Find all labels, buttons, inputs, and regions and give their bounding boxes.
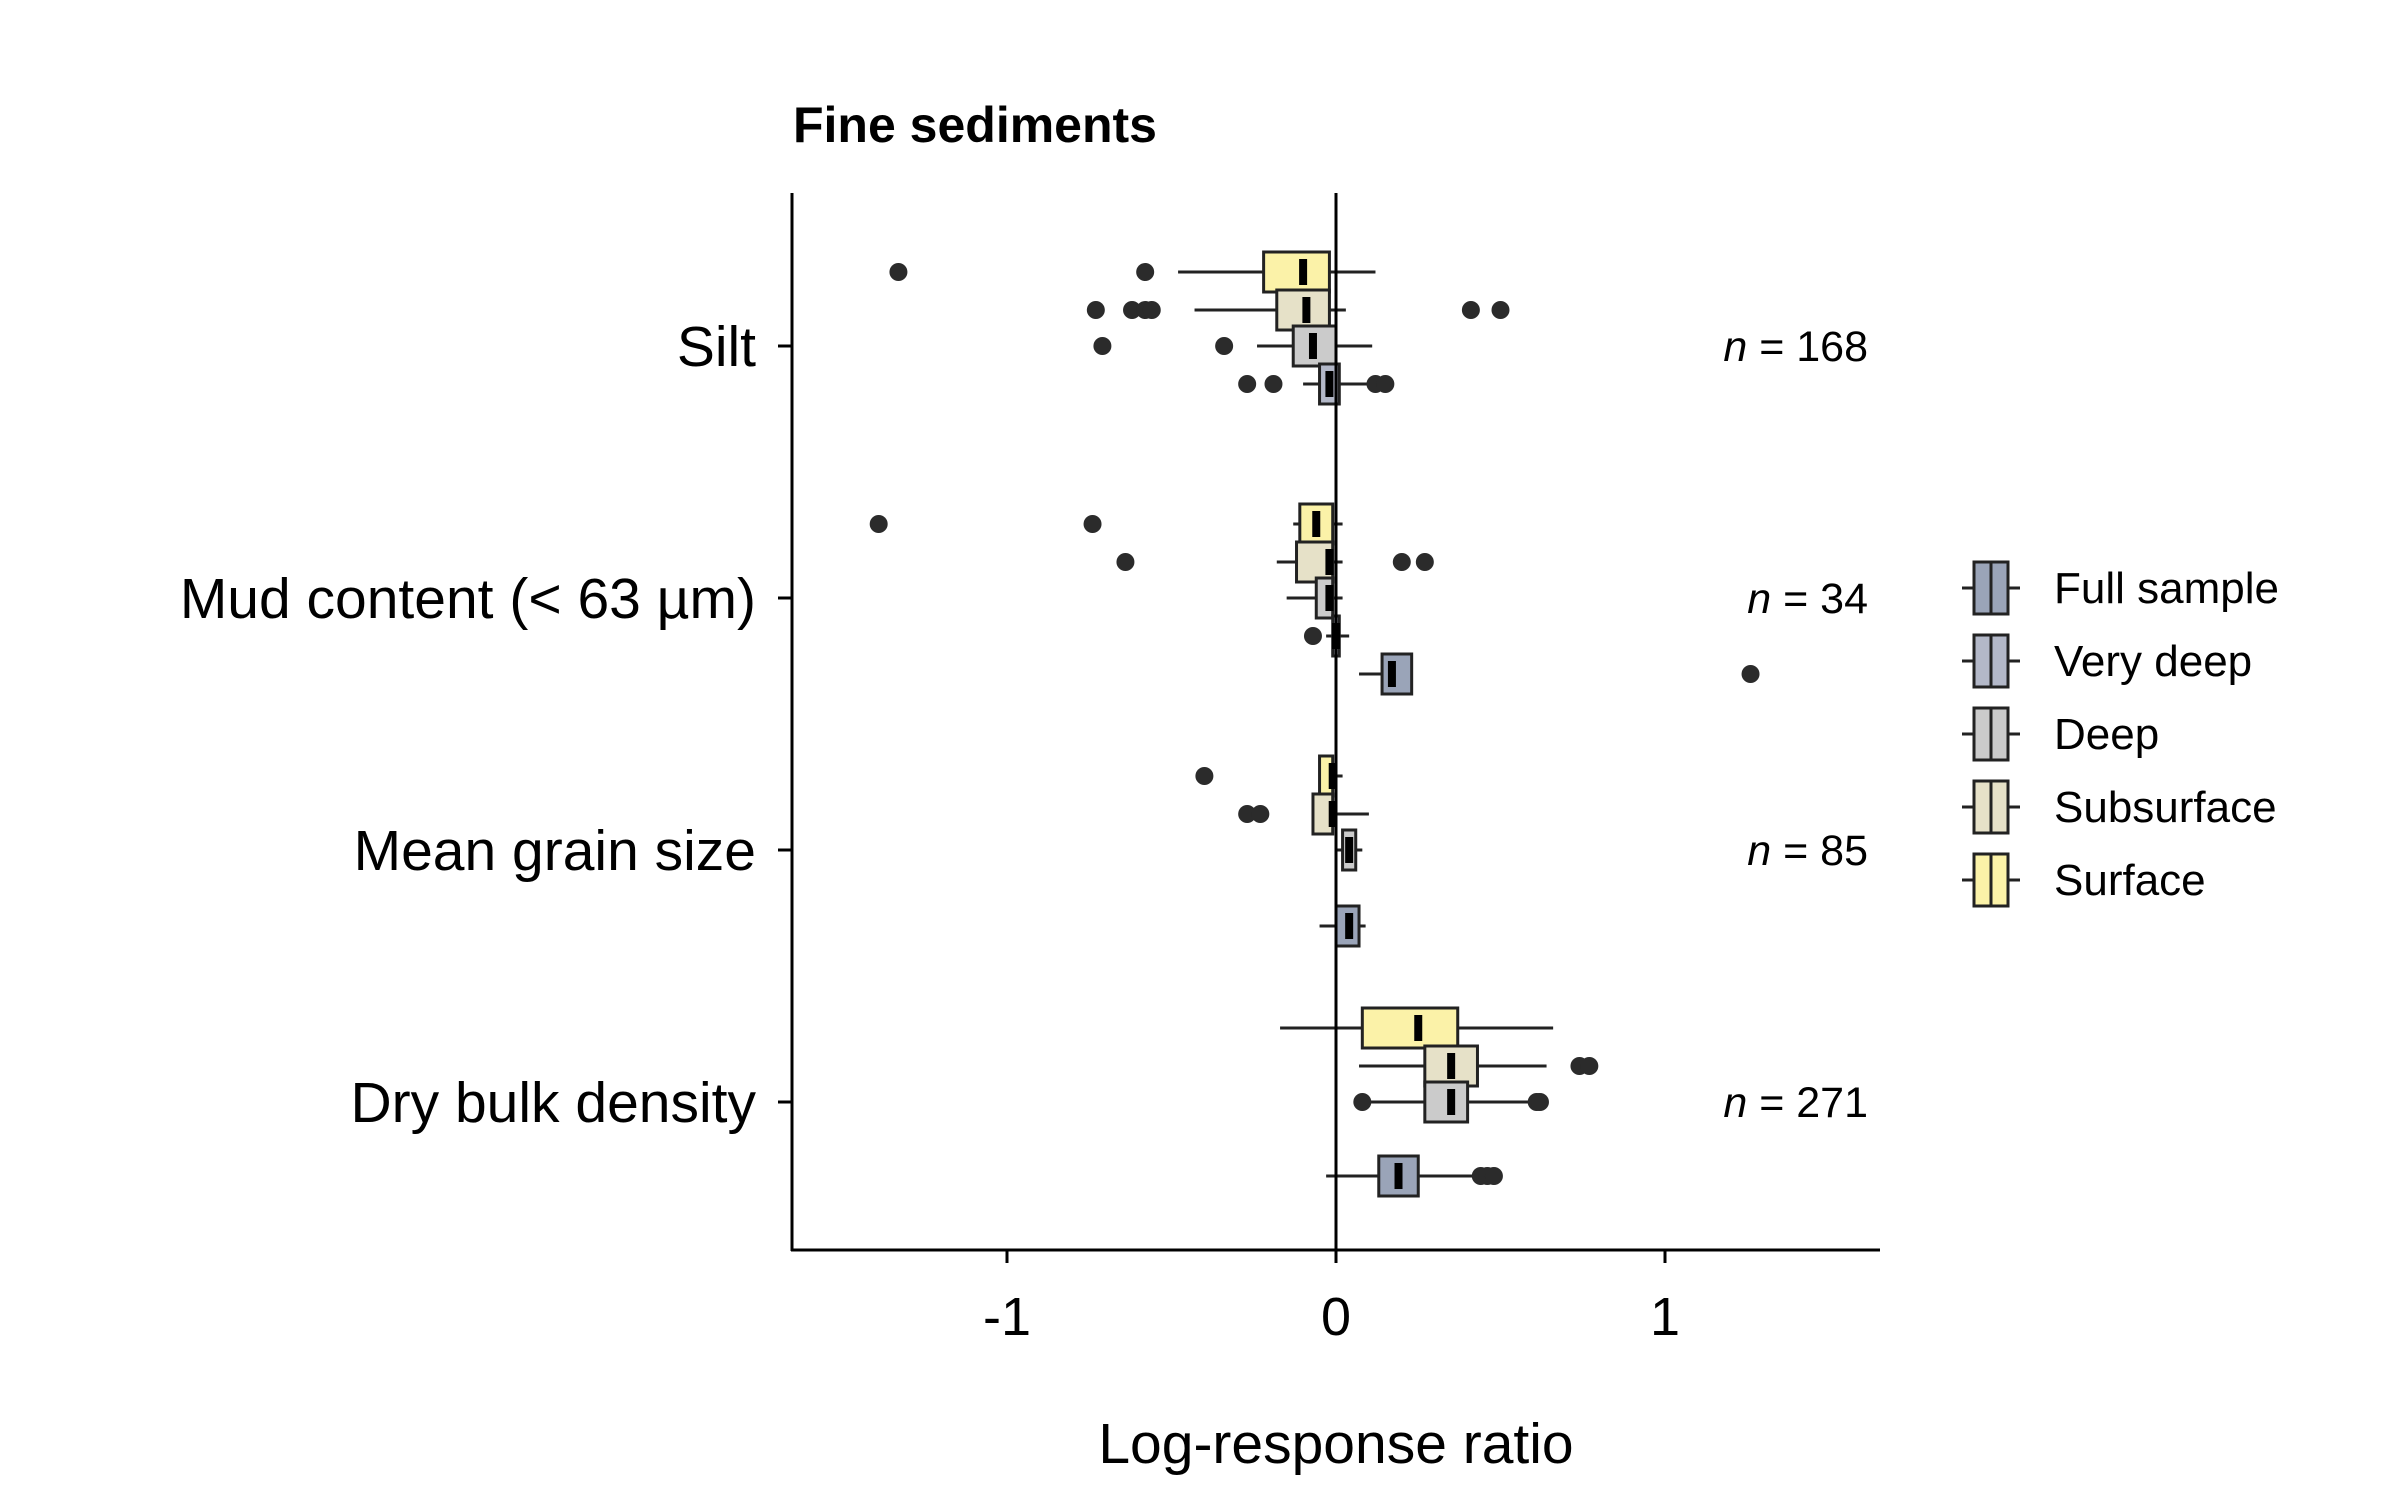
median-marker [1414, 1015, 1423, 1041]
box-deep [1286, 576, 1343, 620]
outlier-point [1530, 1093, 1549, 1111]
box-very-deep [1238, 362, 1395, 406]
median-marker [1299, 259, 1308, 285]
box-full-sample [1319, 904, 1366, 948]
outlier-point [1195, 767, 1214, 785]
chart-title: Fine sediments [793, 97, 1157, 153]
box-very-deep [1303, 614, 1350, 658]
n-label-value: = 168 [1747, 323, 1868, 371]
legend-item-very-deep: Very deep [1962, 633, 2252, 689]
median-marker [1447, 1089, 1456, 1115]
x-axis-title: Log-response ratio [1098, 1412, 1573, 1476]
box-deep [1353, 1080, 1549, 1124]
outlier-point [1123, 301, 1142, 319]
n-label: n = 271 [1723, 1079, 1868, 1127]
category-label: Silt [677, 315, 756, 379]
box-full-sample [1359, 652, 1760, 696]
box-subsurface [1359, 1044, 1599, 1088]
median-marker [1325, 585, 1334, 611]
outlier-point [1238, 375, 1257, 393]
outlier-point [869, 515, 888, 533]
category-label: Mean grain size [354, 819, 756, 883]
outlier-point [1484, 1167, 1503, 1185]
median-marker [1328, 763, 1337, 789]
outlier-point [1093, 337, 1112, 355]
n-label-value: = 271 [1747, 1079, 1868, 1127]
box-surface [869, 502, 1343, 546]
legend-item-surface: Surface [1962, 852, 2206, 908]
category-label: Dry bulk density [351, 1071, 757, 1135]
outlier-point [1353, 1093, 1372, 1111]
n-label-value: = 34 [1771, 575, 1868, 623]
outlier-point [1461, 301, 1480, 319]
box-subsurface [1116, 540, 1434, 584]
box-subsurface [1086, 288, 1510, 332]
axes: -1 0 1 Silt n = 168 Mud content (< 63 µm) n = … [180, 193, 1880, 1347]
median-marker [1394, 1163, 1403, 1189]
outlier-point [1415, 553, 1434, 571]
box-iqr [1423, 1080, 1470, 1124]
box-deep [1336, 828, 1363, 872]
outlier-point [1136, 263, 1155, 281]
legend-item-subsurface: Subsurface [1962, 779, 2277, 835]
outlier-point [1238, 805, 1257, 823]
n-label: n = 168 [1723, 323, 1868, 371]
box-deep [1093, 324, 1373, 368]
n-label: n = 85 [1747, 827, 1868, 875]
outlier-point [1142, 301, 1161, 319]
outlier-point [1264, 375, 1283, 393]
box-full-sample [1326, 1154, 1503, 1198]
legend-label: Full sample [2054, 564, 2279, 613]
n-label-italic: n [1723, 1079, 1747, 1127]
outlier-point [1303, 627, 1322, 645]
median-marker [1345, 913, 1354, 939]
box-iqr [1377, 1154, 1420, 1198]
median-marker [1328, 801, 1337, 827]
legend-label: Surface [2054, 856, 2206, 905]
outlier-point [1392, 553, 1411, 571]
x-tick-label: -1 [983, 1287, 1031, 1347]
outlier-point [1491, 301, 1510, 319]
outlier-point [1580, 1057, 1599, 1075]
outlier-point [1083, 515, 1102, 533]
outlier-point [1086, 301, 1105, 319]
median-marker [1345, 837, 1354, 863]
median-marker [1312, 511, 1321, 537]
legend-label: Deep [2054, 710, 2159, 759]
legend-label: Subsurface [2054, 783, 2277, 832]
median-marker [1447, 1053, 1456, 1079]
median-marker [1387, 661, 1396, 687]
box-iqr [1360, 1006, 1460, 1050]
outlier-point [1741, 665, 1760, 683]
outlier-point [1376, 375, 1395, 393]
box-iqr [1262, 250, 1331, 294]
n-label-value: = 85 [1771, 827, 1868, 875]
median-marker [1325, 371, 1334, 397]
median-marker [1325, 549, 1334, 575]
outlier-point [1215, 337, 1234, 355]
category-label: Mud content (< 63 µm) [180, 567, 756, 631]
n-label-italic: n [1747, 827, 1771, 875]
box-iqr [1380, 652, 1414, 696]
box-surface [1280, 1006, 1554, 1050]
legend-item-full-sample: Full sample [1962, 560, 2279, 616]
median-marker [1302, 297, 1311, 323]
outlier-point [1251, 805, 1270, 823]
outlier-point [889, 263, 908, 281]
x-tick-label: 1 [1650, 1287, 1680, 1347]
n-label: n = 34 [1747, 575, 1868, 623]
n-label-italic: n [1723, 323, 1747, 371]
outlier-point [1116, 553, 1135, 571]
legend-label: Very deep [2054, 637, 2252, 686]
median-marker [1308, 333, 1317, 359]
box-subsurface [1238, 792, 1369, 836]
legend: Full sample Very deep Deep Subsurface Surfac… [1962, 560, 2279, 908]
x-tick-label: 0 [1321, 1287, 1351, 1347]
n-label-italic: n [1747, 575, 1771, 623]
plot-area [869, 250, 1760, 1198]
box-surface [889, 250, 1376, 294]
box-surface [1195, 754, 1343, 798]
legend-item-deep: Deep [1962, 706, 2159, 762]
